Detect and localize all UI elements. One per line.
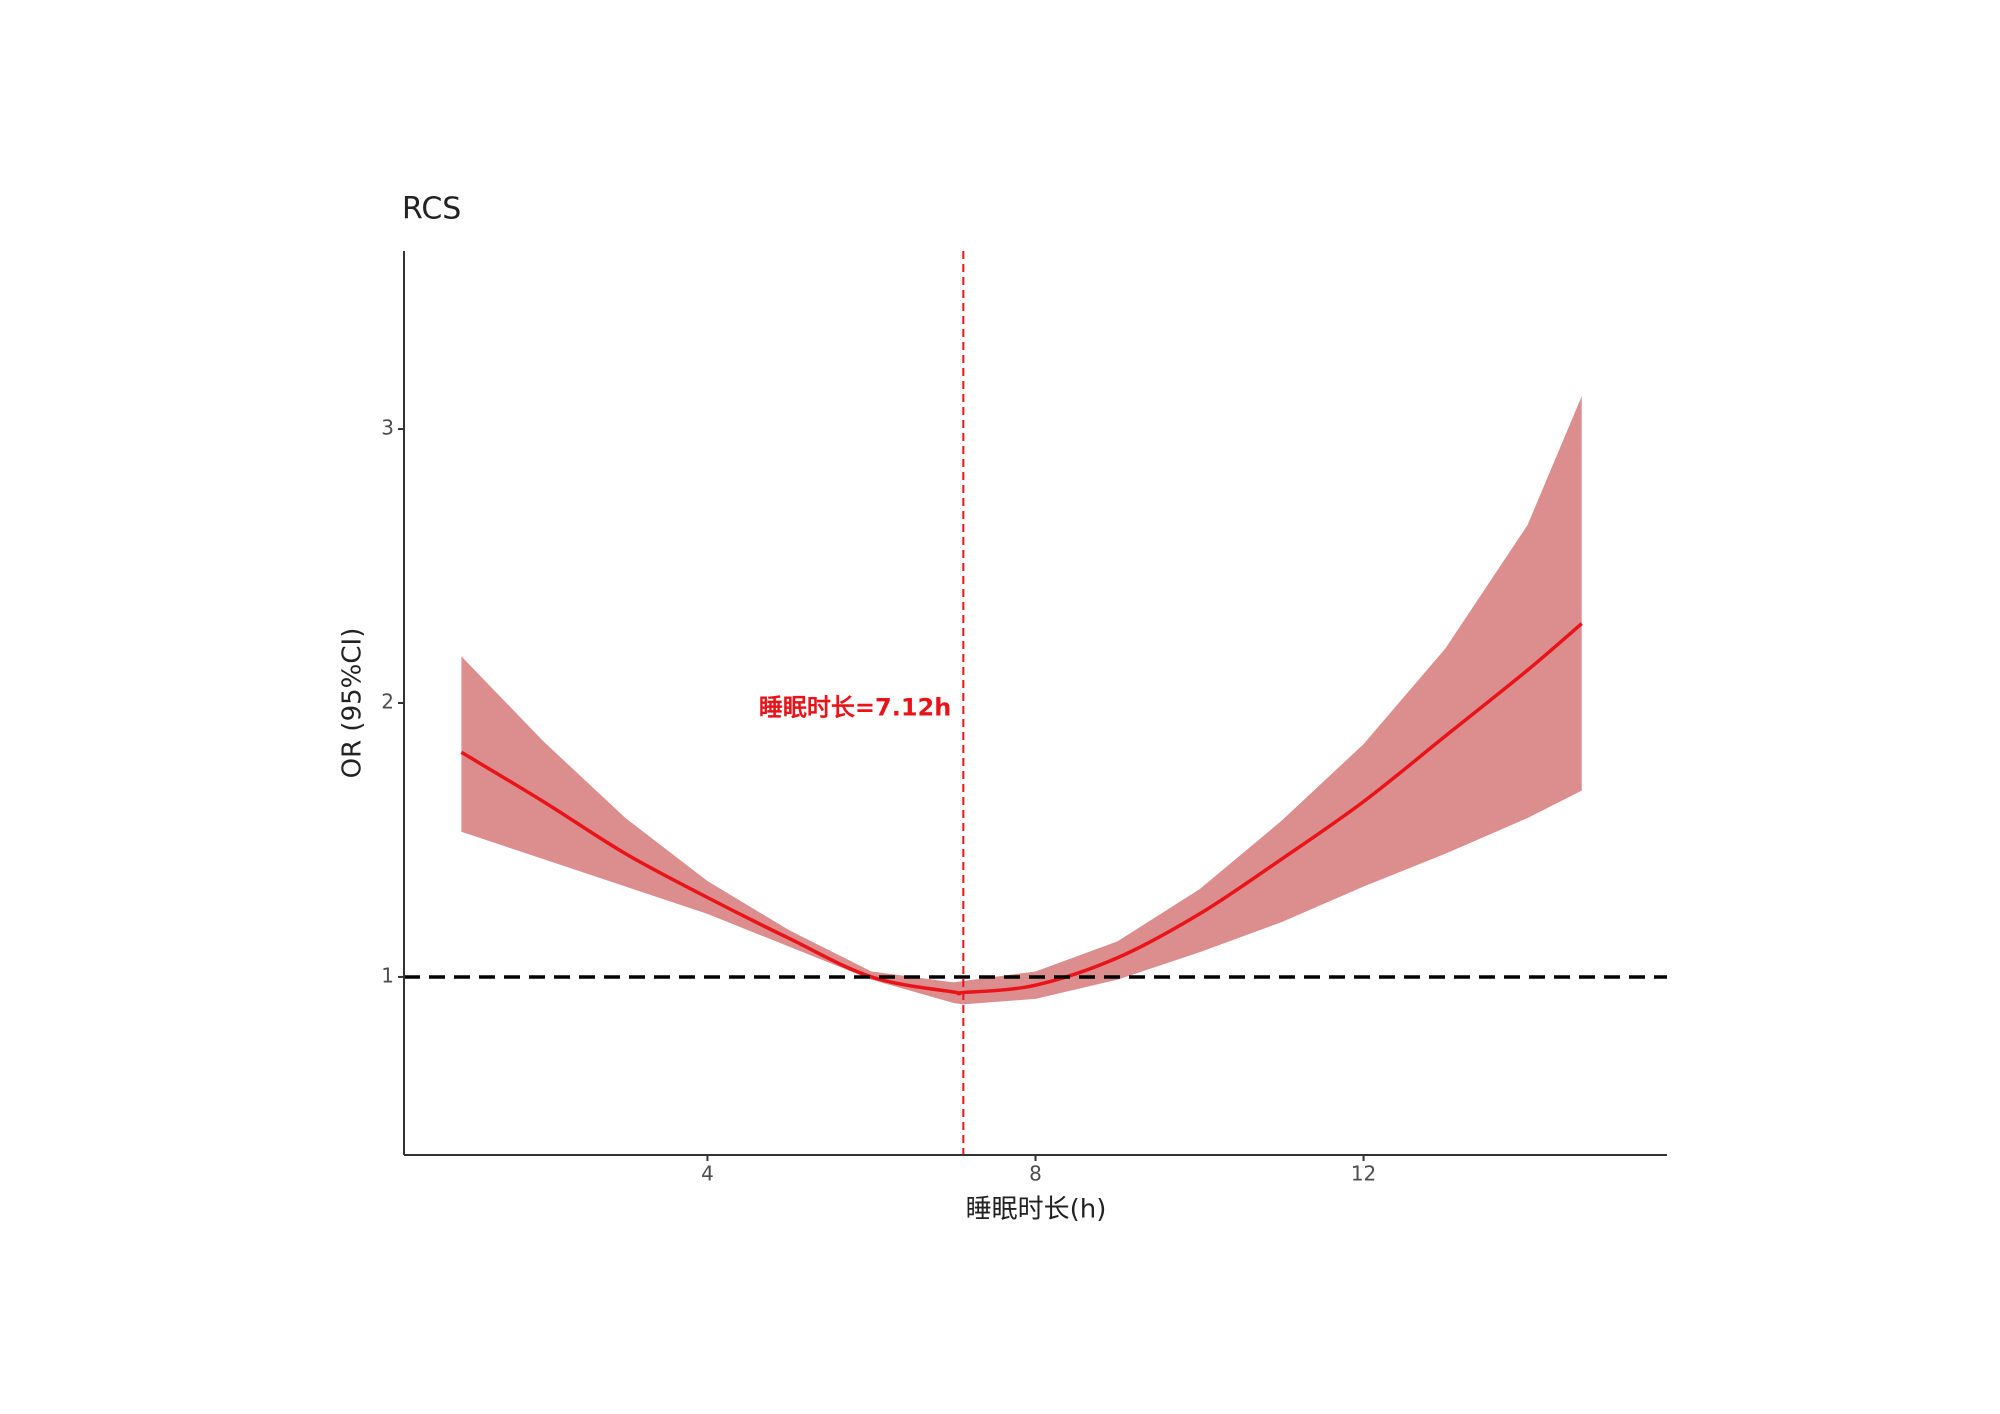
annotation: 睡眠时长=7.12h bbox=[759, 693, 951, 721]
y-tick-label: 2 bbox=[381, 690, 394, 714]
chart-title: RCS bbox=[402, 192, 461, 227]
x-tick-label: 12 bbox=[1351, 1162, 1376, 1186]
y-tick-label: 3 bbox=[381, 416, 394, 440]
y-tick-label: 1 bbox=[381, 963, 394, 987]
y-axis-title: OR (95%CI) bbox=[338, 628, 368, 779]
or-line bbox=[460, 622, 1583, 996]
x-tick-label: 4 bbox=[701, 1162, 714, 1186]
x-axis-title: 睡眠时长(h) bbox=[966, 1195, 1107, 1225]
ci-band bbox=[461, 396, 1582, 1005]
x-tick-label: 8 bbox=[1029, 1162, 1042, 1186]
